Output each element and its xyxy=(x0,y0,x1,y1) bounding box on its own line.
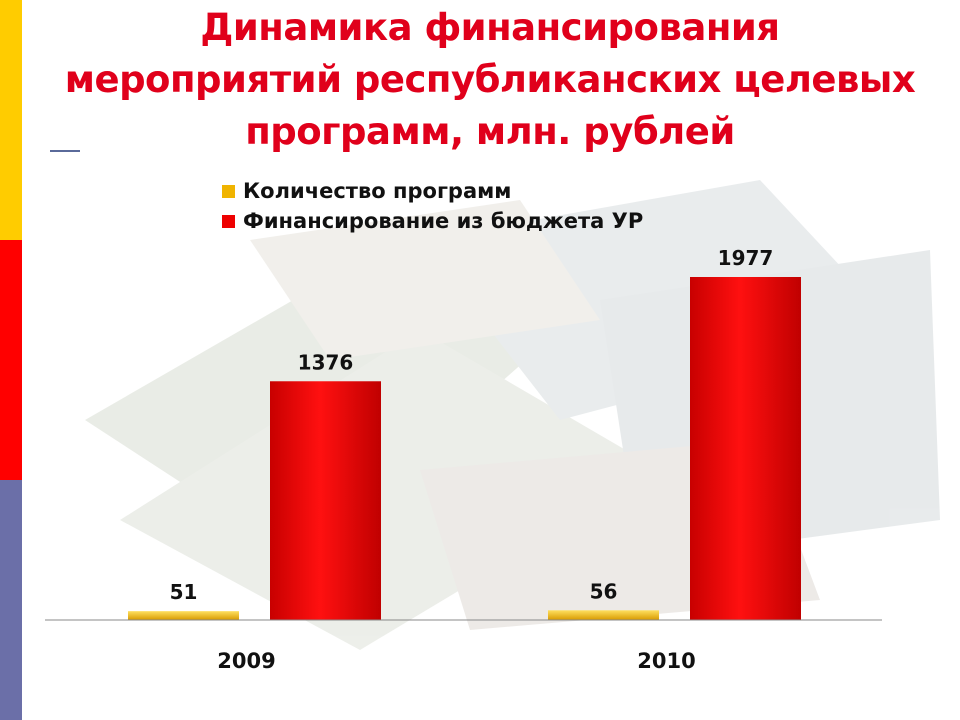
value-label-count-2009: 51 xyxy=(170,580,198,604)
stripe-blue xyxy=(0,480,22,720)
chart-legend: Количество программ Финансирование из бю… xyxy=(222,176,643,236)
bar-funding-2009 xyxy=(270,381,381,620)
value-label-funding-2010: 1977 xyxy=(718,246,774,270)
title-line-1: Динамика финансирования xyxy=(200,6,780,49)
decorative-dash xyxy=(50,150,80,152)
title-line-2: мероприятий республиканских целевых xyxy=(64,58,916,101)
legend-swatch-count xyxy=(222,184,235,198)
value-label-funding-2009: 1376 xyxy=(298,350,354,374)
legend-item-count: Количество программ xyxy=(222,176,643,206)
legend-item-funding: Финансирование из бюджета УР xyxy=(222,206,643,236)
stripe-yellow xyxy=(0,0,22,240)
value-label-count-2010: 56 xyxy=(590,579,618,603)
bar-count-2010 xyxy=(548,610,659,620)
category-label-2009: 2009 xyxy=(217,649,275,673)
title-line-3: программ, млн. рублей xyxy=(245,110,735,153)
category-label-2010: 2010 xyxy=(637,649,695,673)
legend-swatch-funding xyxy=(222,214,235,228)
bar-count-2009 xyxy=(128,611,239,620)
bar-funding-2010 xyxy=(690,277,801,620)
page-title: Динамика финансирования мероприятий респ… xyxy=(60,2,920,158)
stripe-red xyxy=(0,240,22,480)
legend-label-funding: Финансирование из бюджета УР xyxy=(243,209,644,233)
legend-label-count: Количество программ xyxy=(243,179,512,203)
